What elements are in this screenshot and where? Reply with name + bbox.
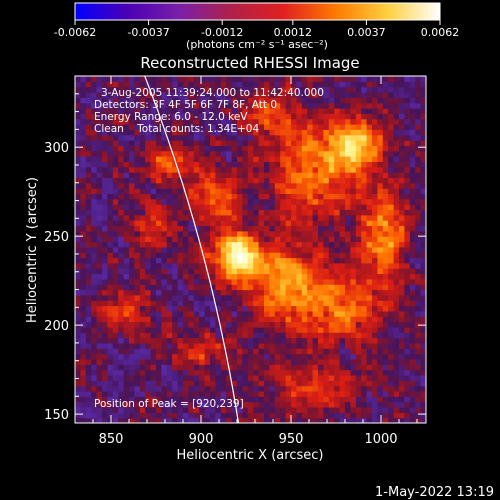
colorbar-tick-label: -0.0037 [127,26,169,39]
footer-timestamp: 1-May-2022 13:19 [375,485,494,500]
colorbar-units: (photons cm⁻² s⁻¹ asec⁻²) [186,38,328,51]
colorbar-tick-label: -0.0012 [201,26,243,39]
x-tick-label: 850 [99,432,124,447]
y-axis-ticks: 150 200 250 300 [44,75,426,423]
colorbar-ticks [74,20,441,25]
annotation-time-range: 3-Aug-2005 11:39:24.000 to 11:42:40.000 [101,87,324,99]
colorbar [74,2,441,21]
chart-title: Reconstructed RHESSI Image [140,54,359,72]
colorbar-tick-label: 0.0062 [421,26,460,39]
colorbar-tick-label: 0.0012 [274,26,313,39]
y-axis-label: Heliocentric Y (arcsec) [25,177,40,323]
y-tick-label: 150 [44,408,69,423]
peak-position-label: Position of Peak = [920,239] [94,398,244,410]
solar-limb-line [144,76,240,423]
colorbar-tick-labels: -0.0062 -0.0037 -0.0012 0.0012 0.0037 0.0062 [54,26,459,39]
plot-frame [74,75,427,424]
y-tick-label: 300 [44,141,69,156]
x-axis-ticks: 850 900 950 1000 [74,76,418,447]
colorbar-tick-label: -0.0062 [54,26,96,39]
y-tick-label: 250 [44,230,69,245]
annotation-energy-range: Energy Range: 6.0 - 12.0 keV [94,111,248,123]
x-axis-label: Heliocentric X (arcsec) [177,448,324,463]
x-tick-label: 950 [279,432,304,447]
colorbar-tick-label: 0.0037 [347,26,386,39]
x-tick-label: 900 [189,432,214,447]
x-tick-label: 1000 [364,432,397,447]
annotation-detectors: Detectors: 3F 4F 5F 6F 7F 8F, Att 0 [94,99,277,111]
annotation-clean-counts: Clean Total counts: 1.34E+04 [94,123,259,135]
heatmap [75,76,426,423]
y-tick-label: 200 [44,319,69,334]
